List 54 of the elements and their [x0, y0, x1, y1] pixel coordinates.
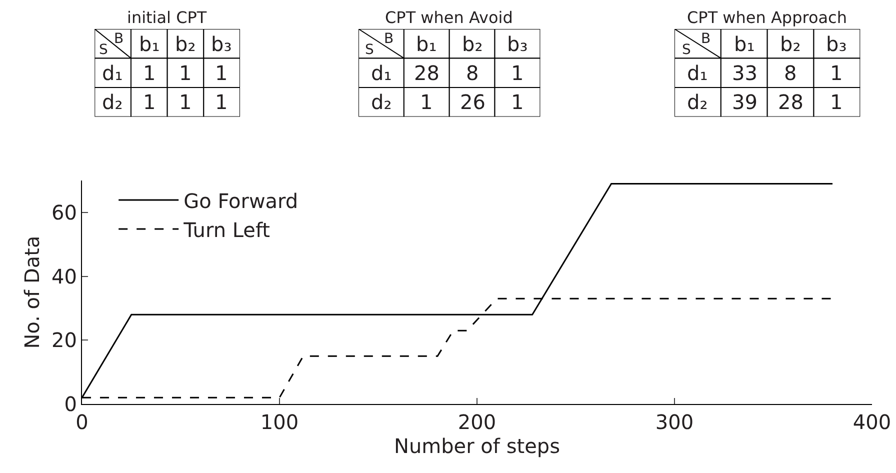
y-tick-label: d₁	[102, 61, 123, 85]
y-tick-label: d₁	[687, 61, 708, 85]
x-axis-title: B	[701, 31, 711, 47]
data-label: 1	[179, 90, 192, 114]
legend-label: Turn Left	[182, 218, 270, 242]
chart-title: CPT when Approach	[687, 8, 847, 27]
data-label: 28	[414, 61, 440, 85]
data-label: 1	[215, 90, 228, 114]
y-axis-title: No. of Data	[20, 236, 44, 349]
y-tick-label: 20	[52, 328, 77, 352]
x-axis-title: Number of steps	[394, 434, 560, 458]
y-tick-label: 40	[52, 264, 77, 288]
x-tick-label: 100	[260, 410, 299, 434]
data-label: 33	[732, 61, 758, 85]
chart-title: CPT when Avoid	[385, 8, 513, 27]
y-axis-title: S	[682, 42, 691, 58]
y-tick-label: d₁	[371, 61, 392, 85]
data-label: 8	[466, 61, 479, 85]
y-axis-title: S	[365, 42, 374, 58]
x-tick-label: b₁	[734, 32, 755, 56]
chart-title: initial CPT	[127, 8, 207, 27]
y-tick-label: d₂	[687, 90, 708, 114]
data-label: 1	[830, 90, 843, 114]
x-tick-label: 200	[458, 410, 496, 434]
data-label: 8	[784, 61, 797, 85]
data-label: 1	[511, 61, 524, 85]
x-tick-label: 300	[655, 410, 694, 434]
data-label: 1	[420, 90, 433, 114]
data-label: 1	[143, 90, 156, 114]
x-tick-label: b₁	[416, 32, 437, 56]
data-label: 1	[830, 61, 843, 85]
data-label: 1	[143, 61, 156, 85]
data-label: 39	[732, 90, 758, 114]
x-axis-title: B	[384, 31, 394, 47]
x-tick-label: b₃	[826, 32, 847, 56]
data-label: 1	[511, 90, 524, 114]
legend-label: Go Forward	[184, 188, 298, 213]
y-tick-label: 0	[64, 392, 77, 416]
x-tick-label: b₂	[462, 32, 483, 56]
x-tick-label: b₃	[211, 32, 232, 56]
data-label: 28	[778, 90, 804, 114]
x-tick-label: b₂	[175, 32, 196, 56]
x-tick-label: b₂	[780, 32, 801, 56]
y-tick-label: 60	[52, 200, 77, 224]
x-tick-label: 400	[852, 410, 892, 434]
data-label: 1	[179, 61, 192, 85]
x-tick-label: b₃	[507, 32, 528, 56]
y-tick-label: d₂	[102, 90, 123, 114]
x-tick-label: b₁	[139, 32, 160, 56]
data-label: 26	[460, 90, 486, 114]
data-label: 1	[215, 61, 228, 85]
x-axis-title: B	[114, 31, 124, 47]
y-axis-title: S	[99, 42, 108, 58]
y-tick-label: d₂	[371, 90, 392, 114]
